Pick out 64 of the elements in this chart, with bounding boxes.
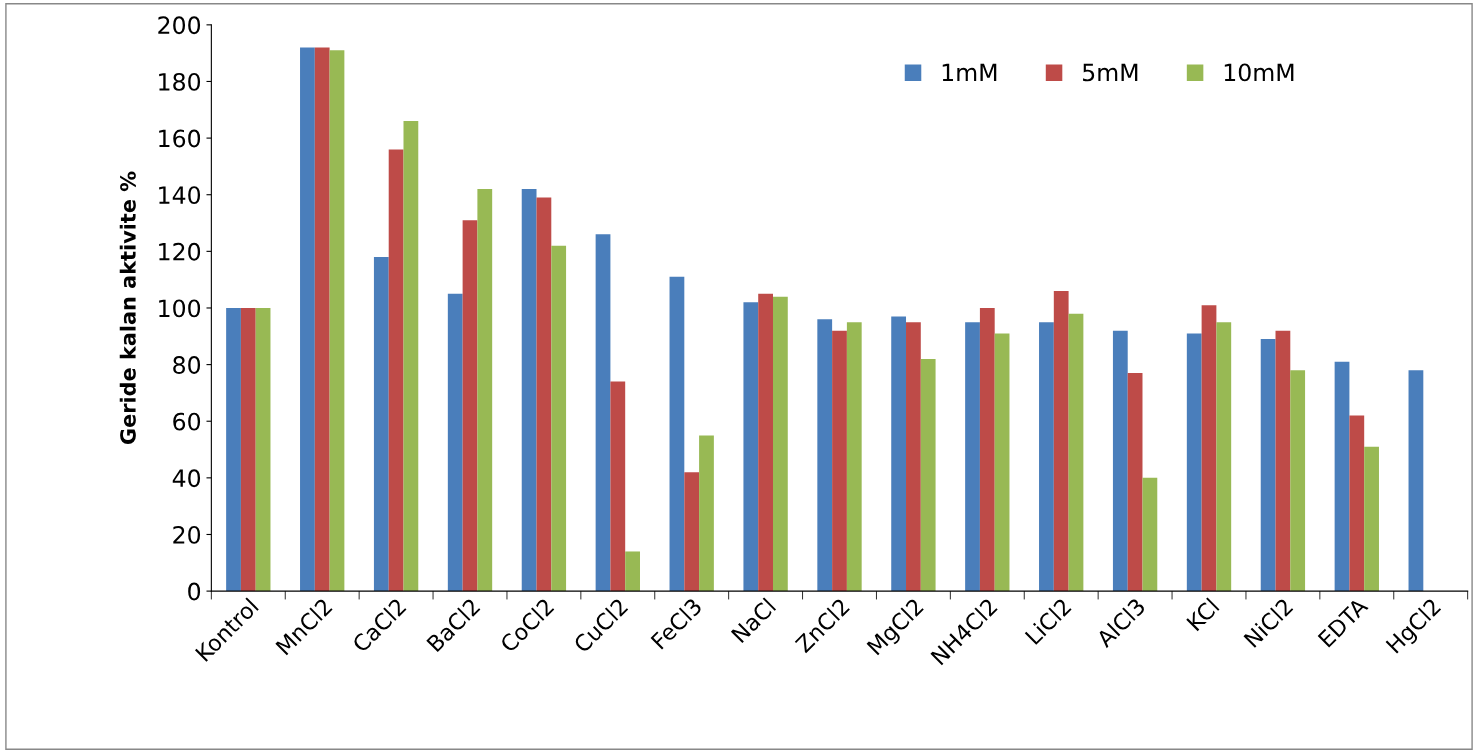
bar: [388, 149, 404, 592]
bar: [536, 197, 552, 592]
legend-label: 5mM: [1083, 63, 1138, 82]
bar: [758, 293, 773, 592]
bar: [1290, 370, 1306, 592]
bar: [595, 234, 611, 592]
bar: [1186, 333, 1202, 592]
bar: [551, 245, 567, 592]
bar: [1364, 446, 1379, 592]
bar: [1142, 477, 1158, 592]
y-tick-label: 200: [158, 16, 201, 35]
legend-label: 10mM: [1224, 63, 1294, 82]
y-tick-label: 180: [159, 72, 201, 91]
y-tick-label: 60: [173, 412, 201, 431]
bar: [817, 319, 833, 592]
bar: [240, 307, 256, 592]
y-tick-label: 80: [173, 356, 201, 374]
bar: [1112, 330, 1128, 592]
x-tick-label: KCl: [1185, 597, 1220, 632]
y-tick-label: 160: [159, 129, 201, 148]
y-tick-label: 20: [173, 525, 201, 544]
bar: [521, 189, 537, 592]
bar: [906, 322, 921, 592]
bar: [255, 307, 271, 592]
bar: [403, 121, 419, 592]
bar: [1216, 322, 1232, 592]
bar: [920, 358, 936, 592]
bar: [1039, 322, 1054, 592]
bar: [447, 293, 463, 592]
bar: [965, 322, 980, 592]
bar: [684, 472, 700, 592]
bar: [1349, 415, 1365, 592]
bar: [1201, 305, 1217, 592]
bar: [1275, 330, 1291, 592]
bar: [743, 302, 759, 592]
bar: [1127, 373, 1143, 592]
bar: [846, 322, 862, 592]
y-tick-label: 40: [172, 469, 201, 488]
bar: [1334, 361, 1350, 592]
bar: [314, 47, 330, 592]
legend-label: 1mM: [942, 63, 997, 82]
bar: [1260, 339, 1276, 592]
bar: [772, 296, 788, 592]
bar: [226, 307, 241, 592]
bar: [610, 381, 626, 592]
bar: [891, 316, 907, 592]
bar: [1408, 370, 1424, 592]
bar: [1068, 313, 1084, 592]
y-tick-label: 120: [159, 242, 201, 261]
bar: [994, 333, 1010, 592]
bar: [832, 330, 847, 592]
y-tick-label: 140: [159, 186, 201, 205]
bar: [1053, 290, 1069, 592]
bar: [462, 220, 478, 592]
y-axis-title: Geride kalan aktivite %: [119, 171, 136, 444]
bar: [477, 189, 493, 592]
bar: [300, 47, 315, 592]
bar: [329, 50, 345, 592]
bar: [373, 257, 389, 592]
bar: [699, 435, 714, 592]
bar: [625, 551, 640, 592]
y-tick-label: 100: [159, 299, 201, 318]
bar: [669, 276, 685, 592]
bar: [979, 307, 995, 592]
